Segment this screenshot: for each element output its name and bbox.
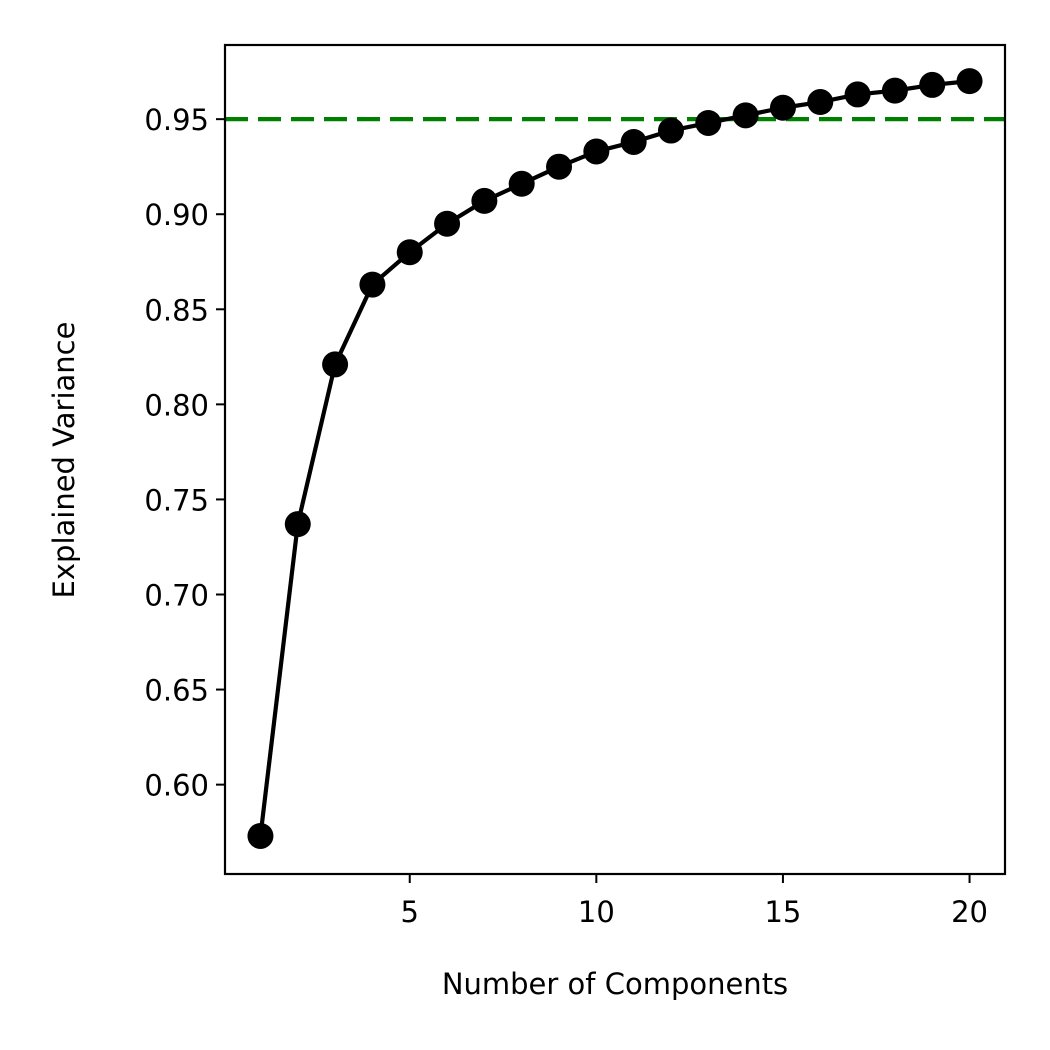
data-point [508,170,535,197]
y-axis-ticks: 0.60 0.65 0.70 0.75 0.80 0.85 0.90 0.95 [144,103,225,803]
data-point [583,138,610,165]
data-point [322,351,349,378]
y-tick-label: 0.90 [144,198,209,232]
y-tick-label: 0.95 [144,103,209,137]
data-point [359,271,386,298]
y-tick-label: 0.80 [144,388,209,422]
data-point [434,210,461,237]
y-axis-label: Explained Variance [47,322,81,599]
y-tick-label: 0.60 [144,769,209,803]
y-tick-label: 0.75 [144,483,209,517]
data-point [657,117,684,144]
data-point [732,102,759,129]
x-axis-ticks: 5 10 15 20 [401,874,988,929]
data-point [807,89,834,116]
data-point [247,822,274,849]
data-point [284,511,311,538]
data-point [471,187,498,214]
plot-area [225,68,1005,849]
data-point [919,71,946,98]
data-point [396,239,423,266]
x-tick-label: 20 [951,895,988,929]
x-tick-label: 5 [401,895,419,929]
data-point [881,77,908,104]
data-point [844,81,871,108]
y-tick-label: 0.70 [144,578,209,612]
x-tick-label: 10 [578,895,615,929]
data-point [769,94,796,121]
data-point [695,109,722,136]
x-tick-label: 15 [764,895,801,929]
axes-frame [223,43,1007,876]
data-point [546,153,573,180]
y-tick-label: 0.85 [144,293,209,327]
data-point [956,68,983,95]
data-point [620,128,647,155]
y-tick-label: 0.65 [144,674,209,708]
x-axis-label: Number of Components [442,967,788,1001]
